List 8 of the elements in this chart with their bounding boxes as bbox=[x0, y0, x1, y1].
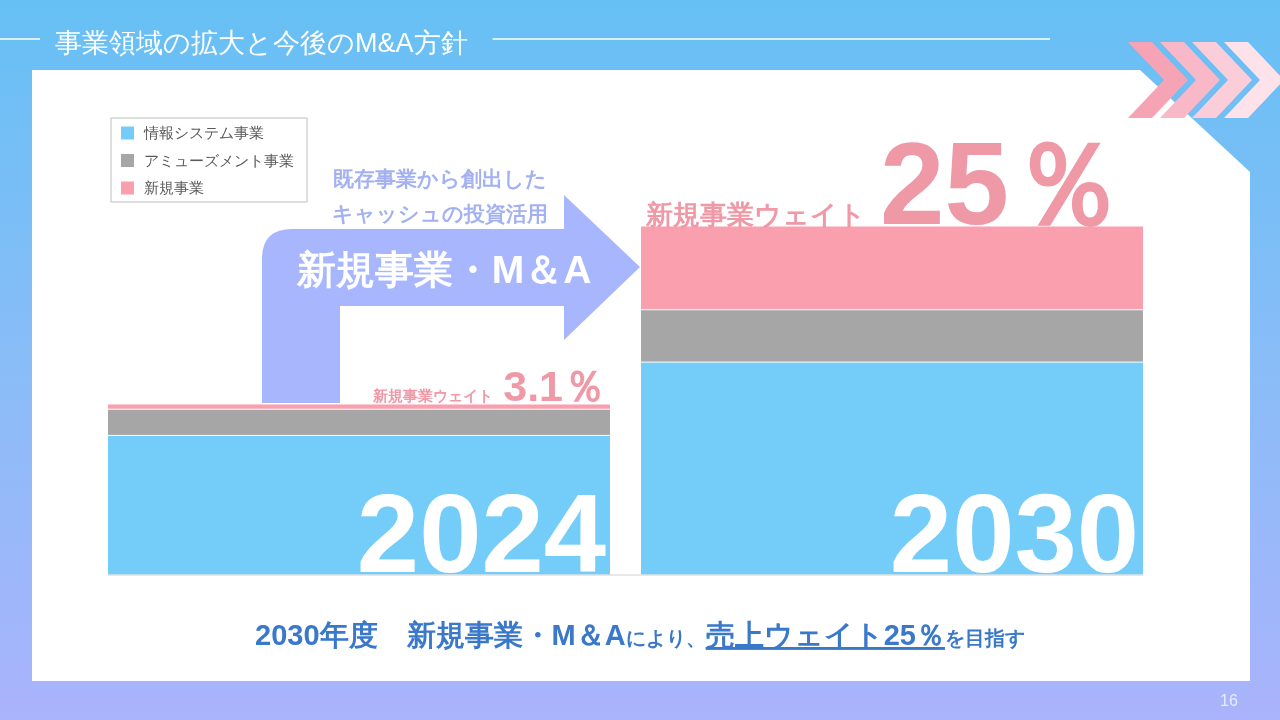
category: 2024 bbox=[356, 471, 606, 596]
annotation: キャッシュの投資活用 bbox=[332, 202, 548, 225]
annotation: 16 bbox=[1220, 692, 1238, 709]
category: 2030 bbox=[889, 471, 1139, 596]
annotation: 新規事業・M＆A bbox=[296, 248, 592, 291]
title: 事業領域の拡大と今後のM&A方針 bbox=[55, 28, 468, 58]
annotation: 2030年度 新規事業・M＆Aにより、売上ウェイト25％を目指す bbox=[255, 619, 1025, 651]
annotation: 既存事業から創出した bbox=[333, 167, 547, 190]
